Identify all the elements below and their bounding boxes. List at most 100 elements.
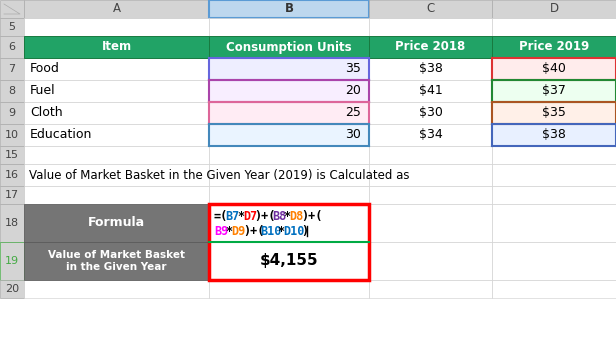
Bar: [24, 58, 209, 80]
Bar: [492, 204, 616, 242]
Bar: [492, 146, 616, 164]
Text: 16: 16: [5, 170, 19, 180]
Bar: [0, 0, 24, 18]
Text: Education: Education: [30, 128, 92, 142]
Text: 17: 17: [5, 190, 19, 200]
Bar: [24, 124, 209, 146]
Bar: [369, 280, 492, 298]
Text: $34: $34: [419, 128, 442, 142]
Text: B10: B10: [261, 225, 282, 238]
Text: B7: B7: [225, 210, 240, 223]
Text: )+(: )+(: [243, 225, 264, 238]
Text: Cloth: Cloth: [30, 107, 63, 119]
Text: *: *: [225, 225, 233, 238]
Text: Value of Market Basket in the Given Year (2019) is Calculated as: Value of Market Basket in the Given Year…: [29, 169, 410, 182]
Text: $4,155: $4,155: [260, 253, 318, 269]
Bar: [0, 280, 24, 298]
Bar: [369, 242, 492, 280]
Bar: [369, 146, 492, 164]
Bar: [0, 124, 24, 146]
Text: 20: 20: [5, 284, 19, 294]
Text: 10: 10: [5, 130, 19, 140]
Text: 15: 15: [5, 150, 19, 160]
Text: 9: 9: [9, 108, 15, 118]
Text: $40: $40: [542, 63, 566, 75]
Bar: [369, 124, 492, 146]
Bar: [209, 36, 369, 58]
Text: $41: $41: [419, 84, 442, 98]
Bar: [492, 36, 616, 58]
Bar: [492, 102, 616, 124]
Text: Value of Market Basket
in the Given Year: Value of Market Basket in the Given Year: [48, 250, 185, 272]
Bar: [0, 58, 24, 80]
Text: ): ): [301, 225, 308, 238]
Bar: [209, 186, 369, 204]
Bar: [0, 164, 24, 186]
Bar: [369, 186, 492, 204]
Bar: [24, 186, 209, 204]
Bar: [209, 164, 369, 186]
Text: $30: $30: [418, 107, 442, 119]
Bar: [369, 0, 492, 18]
Text: Price 2019: Price 2019: [519, 40, 589, 54]
Text: )+(: )+(: [301, 210, 322, 223]
Text: $37: $37: [542, 84, 566, 98]
Bar: [209, 146, 369, 164]
Bar: [492, 80, 616, 102]
Bar: [369, 58, 492, 80]
Bar: [209, 18, 369, 36]
Text: 7: 7: [9, 64, 15, 74]
Bar: [209, 0, 369, 18]
Bar: [24, 36, 209, 58]
Text: $38: $38: [418, 63, 442, 75]
Text: 6: 6: [9, 42, 15, 52]
Bar: [209, 102, 369, 124]
Bar: [492, 164, 616, 186]
Text: 8: 8: [9, 86, 15, 96]
Text: $38: $38: [542, 128, 566, 142]
Bar: [0, 18, 24, 36]
Text: Price 2018: Price 2018: [395, 40, 466, 54]
Text: $35: $35: [542, 107, 566, 119]
Text: 19: 19: [5, 256, 19, 266]
Text: A: A: [113, 2, 121, 15]
Text: D: D: [549, 2, 559, 15]
Bar: [0, 146, 24, 164]
Bar: [0, 80, 24, 102]
Bar: [209, 124, 369, 146]
Text: Consumption Units: Consumption Units: [226, 40, 352, 54]
Bar: [0, 204, 24, 242]
Bar: [492, 18, 616, 36]
Bar: [209, 204, 369, 280]
Bar: [492, 280, 616, 298]
Bar: [0, 102, 24, 124]
Text: B: B: [285, 2, 293, 15]
Bar: [492, 186, 616, 204]
Text: *: *: [237, 210, 245, 223]
Text: D9: D9: [232, 225, 246, 238]
Text: B9: B9: [214, 225, 229, 238]
Text: 18: 18: [5, 218, 19, 228]
Text: D8: D8: [290, 210, 304, 223]
Bar: [209, 280, 369, 298]
Text: 20: 20: [345, 84, 361, 98]
Bar: [24, 80, 209, 102]
Text: Food: Food: [30, 63, 60, 75]
Text: Formula: Formula: [88, 216, 145, 230]
Text: *: *: [278, 225, 285, 238]
Bar: [24, 102, 209, 124]
Bar: [24, 146, 209, 164]
Text: B8: B8: [272, 210, 286, 223]
Text: =(: =(: [214, 210, 229, 223]
Bar: [0, 186, 24, 204]
Bar: [24, 0, 209, 18]
Bar: [24, 164, 209, 186]
Bar: [492, 58, 616, 80]
Text: 30: 30: [345, 128, 361, 142]
Bar: [24, 280, 209, 298]
Text: 35: 35: [345, 63, 361, 75]
Bar: [24, 204, 209, 242]
Text: *: *: [283, 210, 291, 223]
Bar: [492, 124, 616, 146]
Text: C: C: [426, 2, 435, 15]
